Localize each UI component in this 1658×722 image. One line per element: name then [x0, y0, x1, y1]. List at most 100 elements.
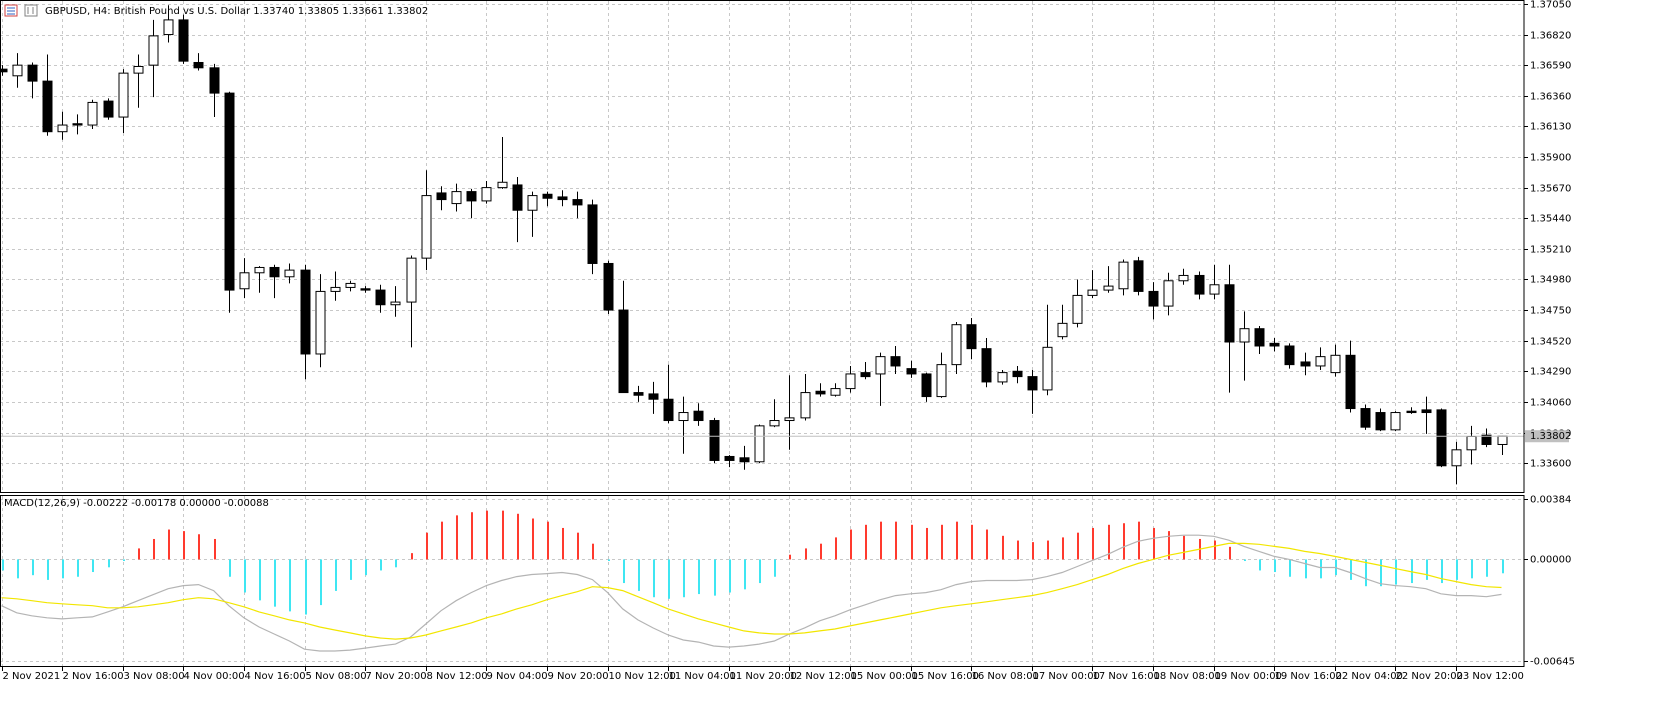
macd-panel	[1, 510, 1504, 652]
histogram-bar	[2, 559, 4, 571]
x-tick-label: 19 Nov 16:00	[1275, 671, 1342, 682]
histogram-bar	[380, 559, 382, 571]
histogram-bar	[956, 521, 958, 560]
histogram-bar	[305, 559, 307, 615]
histogram-bar	[1214, 540, 1216, 560]
x-tick-label: 4 Nov 16:00	[245, 671, 306, 682]
histogram-bar	[1365, 559, 1367, 587]
candle-body	[1239, 328, 1250, 343]
histogram-bar	[1183, 535, 1185, 560]
candle-body	[1057, 322, 1068, 338]
y-tick-label: 1.36820	[1530, 31, 1571, 42]
histogram-bar	[1441, 559, 1443, 584]
candle-body	[1027, 376, 1038, 391]
price-panel	[0, 5, 1524, 485]
histogram-bar	[1426, 559, 1428, 580]
candle-body	[1284, 345, 1295, 366]
y-tick-label: 0.00000	[1530, 555, 1571, 566]
candle-body	[921, 373, 932, 398]
price-label: 1.33802	[1530, 431, 1571, 442]
histogram-bar	[168, 529, 170, 560]
histogram-bar	[1153, 527, 1155, 560]
histogram-bar	[108, 559, 110, 568]
candle-body	[1042, 346, 1053, 391]
candle-body	[133, 65, 144, 74]
histogram-bar	[365, 559, 367, 576]
candle-body	[784, 417, 795, 422]
histogram-bar	[865, 524, 867, 560]
candle-body	[1269, 342, 1280, 347]
candle-body	[724, 455, 735, 461]
y-tick-label: 1.35440	[1530, 214, 1571, 225]
candle-body	[1300, 361, 1311, 367]
candle-body	[1224, 284, 1235, 343]
candle-body	[209, 67, 220, 94]
candle-body	[1163, 280, 1174, 307]
x-tick-label: 11 Nov 20:00	[730, 671, 797, 682]
histogram-bar	[411, 553, 413, 560]
y-tick-label: 1.35670	[1530, 184, 1571, 195]
histogram-bar	[153, 538, 155, 560]
candle-body	[87, 101, 98, 126]
histogram-bar	[1002, 535, 1004, 560]
histogram-bar	[350, 559, 352, 580]
candle-body	[330, 286, 341, 292]
candle-body	[1087, 289, 1098, 296]
candle-body	[860, 372, 871, 378]
candle-body	[481, 187, 492, 202]
histogram-bar	[1229, 546, 1231, 560]
candle-body	[360, 288, 371, 291]
macd-frame	[0, 495, 1525, 667]
candle-body	[284, 269, 295, 278]
histogram-bar	[62, 559, 64, 579]
histogram-bar	[1092, 527, 1094, 560]
x-tick-label: 9 Nov 04:00	[487, 671, 548, 682]
histogram-bar	[259, 559, 261, 601]
candle-body	[527, 195, 538, 211]
candle-body	[1209, 284, 1220, 295]
histogram-bar	[683, 559, 685, 598]
candle-body	[118, 72, 129, 118]
histogram-bar	[1380, 559, 1382, 587]
histogram-bar	[1395, 559, 1397, 585]
x-tick-label: 8 Nov 12:00	[427, 671, 488, 682]
symbol-icons	[4, 4, 38, 17]
x-tick-label: 12 Nov 12:00	[790, 671, 857, 682]
candle-body	[981, 348, 992, 383]
histogram-bar	[744, 559, 746, 590]
candle-body	[1254, 328, 1265, 347]
y-tick-label: 0.00384	[1530, 495, 1571, 506]
candle-body	[936, 364, 947, 398]
y-tick-label: 1.34290	[1530, 367, 1571, 378]
x-tick-label: 15 Nov 00:00	[851, 671, 918, 682]
x-tick-label: 17 Nov 16:00	[1093, 671, 1160, 682]
x-tick-label: 2 Nov 2021	[3, 671, 61, 682]
histogram-bar	[1289, 559, 1291, 577]
candle-body	[633, 392, 644, 396]
histogram-bar	[1456, 559, 1458, 580]
x-tick-label: 7 Nov 20:00	[366, 671, 427, 682]
histogram-bar	[1471, 559, 1473, 579]
histogram-bar	[1108, 524, 1110, 560]
candle-body	[1360, 408, 1371, 428]
histogram-bar	[1077, 532, 1079, 560]
candle-body	[1421, 409, 1432, 414]
y-tick-label: 1.37050	[1530, 0, 1571, 11]
histogram-bar	[486, 510, 488, 560]
histogram-bar	[471, 512, 473, 560]
y-tick-label: -0.00645	[1530, 657, 1575, 668]
candle-body	[12, 64, 23, 77]
price-label-box	[1525, 430, 1569, 443]
histogram-bar	[47, 559, 49, 580]
histogram-bar	[547, 521, 549, 560]
x-tick-label: 22 Nov 04:00	[1336, 671, 1403, 682]
candle-body	[1330, 354, 1341, 374]
candle-body	[375, 289, 386, 306]
histogram-bar	[850, 529, 852, 560]
x-tick-label: 4 Nov 00:00	[184, 671, 245, 682]
candle-body	[163, 19, 174, 36]
candle-body	[178, 19, 189, 62]
candle-body	[587, 204, 598, 264]
x-tick-label: 23 Nov 12:00	[1457, 671, 1524, 682]
